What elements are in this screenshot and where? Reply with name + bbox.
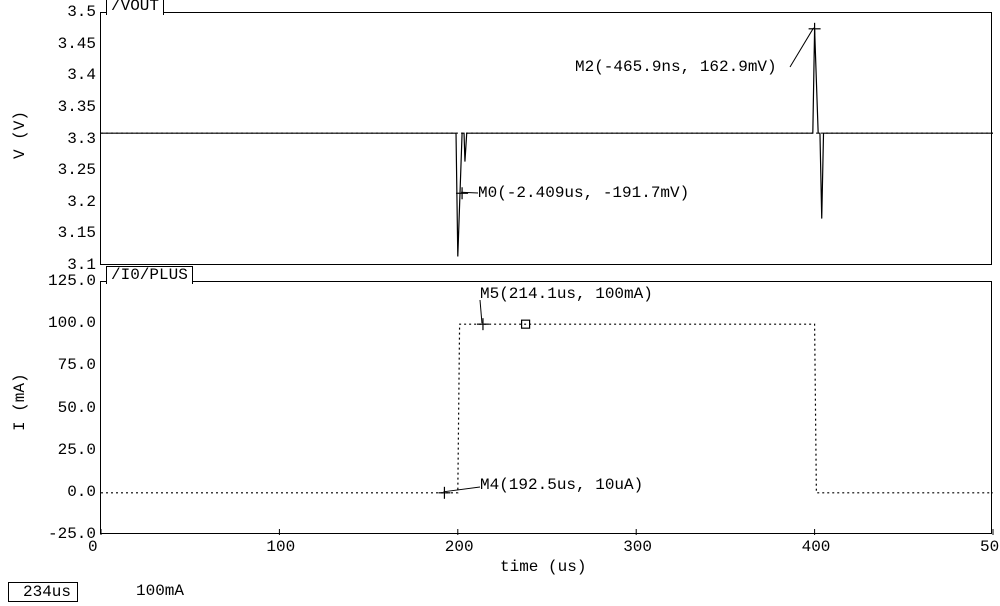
ytick-top: 3.25 [58,161,96,179]
xtick: 0 [88,538,98,556]
xlabel: time (us) [500,558,586,576]
status-cursor-time: 234us [8,582,78,602]
ytick-top: 3.2 [67,193,96,211]
ytick-bottom: 100.0 [48,314,96,332]
marker-label-m0-text: M0(-2.409us, -191.7mV) [478,184,689,202]
markers-bottom [438,318,529,499]
signal-name-vout: /VOUT [106,0,164,15]
plot-svg-top [101,13,993,266]
ytick-top: 3.4 [67,66,96,84]
waveform-io-plus [101,324,993,493]
ylabel-bottom-text: I (mA) [11,373,29,431]
status-value: 100mA [136,582,184,602]
ytick-top: 3.15 [58,224,96,242]
marker-m2 [809,23,821,35]
ytick-top: 3.3 [67,130,96,148]
plot-frame-top [100,12,992,265]
ylabel-top: V (V) [11,119,29,159]
signal-name-vout-label: /VOUT [111,0,159,15]
ytick-bottom: 75.0 [58,356,96,374]
ytick-bottom: 25.0 [58,441,96,459]
status-cursor-time-text: 234us [23,583,71,601]
marker-label-m0: M0(-2.409us, -191.7mV) [478,184,689,202]
signal-name-io-plus-label: /I0/PLUS [111,266,188,284]
ylabel-bottom: I (mA) [11,387,29,431]
ytick-top: 3.45 [58,35,96,53]
ytick-bottom: 50.0 [58,399,96,417]
marker-label-m4: M4(192.5us, 10uA) [480,476,643,494]
ytick-top: 3.5 [67,3,96,21]
ytick-top: 3.35 [58,98,96,116]
plot-svg-bottom [101,282,993,535]
status-value-text: 100mA [136,582,184,600]
xtick: 300 [623,538,652,556]
xtick: 400 [802,538,831,556]
signal-name-io-plus: /I0/PLUS [106,266,193,284]
marker-m0 [456,187,468,199]
xtick: 200 [445,538,474,556]
marker-label-m5-text: M5(214.1us, 100mA) [480,285,653,303]
ytick-bottom: 125.0 [48,272,96,290]
ytick-bottom: 0.0 [67,483,96,501]
waveform-vout [101,29,993,257]
marker-m5 [477,318,489,330]
xtick: 100 [266,538,295,556]
x-ticks [101,529,993,535]
xlabel-text: time (us) [500,558,586,576]
marker-label-m2-text: M2(-465.9ns, 162.9mV) [575,58,777,76]
markers-top [456,23,821,199]
xtick: 500 [980,538,1000,556]
plot-frame-bottom [100,281,992,534]
ylabel-top-text: V (V) [11,111,29,159]
marker-label-m4-text: M4(192.5us, 10uA) [480,476,643,494]
marker-label-m5: M5(214.1us, 100mA) [480,285,653,303]
marker-label-m2: M2(-465.9ns, 162.9mV) [575,58,777,76]
marker-m4 [438,487,450,499]
